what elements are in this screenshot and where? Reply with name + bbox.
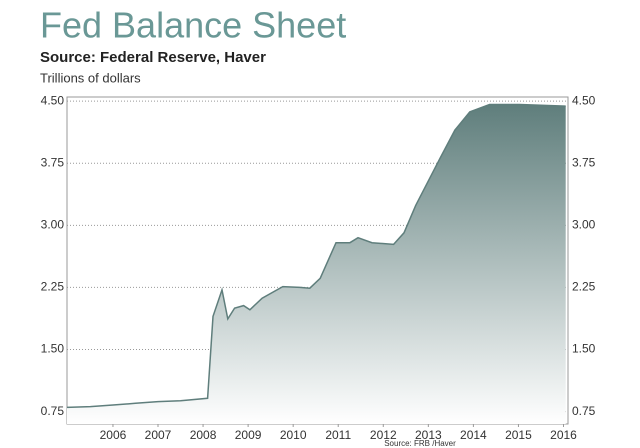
y-tick-label: 3.75 <box>41 155 65 169</box>
x-tick-label: 2010 <box>280 428 307 442</box>
x-tick-label: 2013 <box>415 428 442 442</box>
x-tick-label: 2016 <box>550 428 577 442</box>
y-tick-label: 1.50 <box>41 342 65 356</box>
x-tick-label: 2009 <box>235 428 262 442</box>
x-tick-label: 2011 <box>325 428 351 442</box>
y-tick-label: 2.25 <box>41 280 65 294</box>
y-tick-label-right: 0.75 <box>572 404 596 418</box>
x-tick-label: 2006 <box>100 428 127 442</box>
y-tick-label: 3.00 <box>41 217 65 231</box>
source-note: Source: FRB /Haver <box>384 439 456 448</box>
x-tick-label: 2008 <box>190 428 217 442</box>
area-fill <box>67 104 566 424</box>
y-tick-label-right: 3.75 <box>572 155 596 169</box>
y-tick-label: 4.50 <box>41 93 65 107</box>
x-tick-label: 2012 <box>370 428 397 442</box>
y-tick-label-right: 2.25 <box>572 280 596 294</box>
y-tick-label-right: 4.50 <box>572 93 596 107</box>
x-tick-label: 2007 <box>145 428 172 442</box>
y-tick-label: 0.75 <box>41 404 65 418</box>
chart-title: Fed Balance Sheet <box>40 5 346 46</box>
y-tick-label-right: 3.00 <box>572 217 596 231</box>
x-tick-label: 2014 <box>460 428 487 442</box>
chart-subtitle: Source: Federal Reserve, Haver <box>40 49 266 66</box>
y-axis-label: Trillions of dollars <box>40 70 141 85</box>
area-line <box>66 103 566 409</box>
x-tick-label: 2015 <box>505 428 532 442</box>
y-tick-label-right: 1.50 <box>572 342 596 356</box>
